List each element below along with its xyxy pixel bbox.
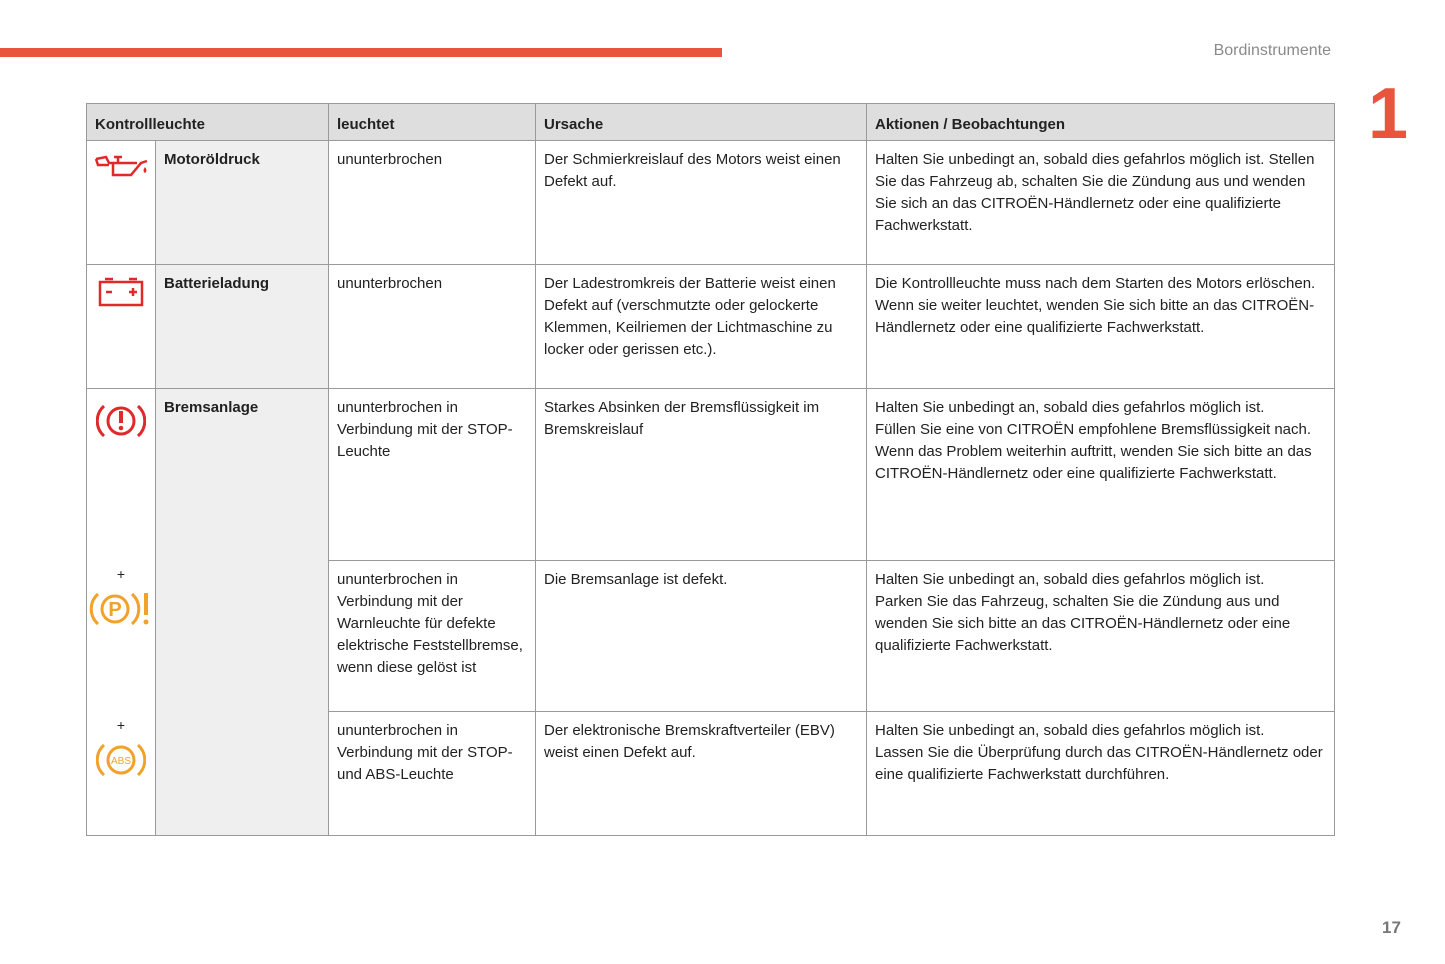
brake-warning-icon — [95, 404, 147, 438]
warning-lights-table: Kontrollleuchte leuchtet Ursache Aktione… — [86, 103, 1335, 836]
plus-sign: + — [116, 717, 126, 733]
lights-cell: ununterbrochen in Verbindung mit der STO… — [328, 388, 536, 561]
table-row: ununterbrochen in Verbindung mit der STO… — [87, 711, 1335, 836]
col-header: Aktionen / Beobachtungen — [866, 103, 1335, 141]
oil-can-icon — [94, 155, 148, 177]
accent-bar — [0, 48, 722, 57]
col-header: Kontrollleuchte — [86, 103, 329, 141]
plus-sign: + — [116, 566, 126, 582]
action-cell: Die Kontrollleuchte muss nach dem Starte… — [866, 264, 1335, 389]
warning-name: Motoröldruck — [155, 140, 329, 265]
cause-cell: Der Schmierkreislauf des Motors weist ei… — [535, 140, 867, 265]
abs-icon: ABS — [95, 743, 147, 777]
svg-text:P: P — [108, 599, 121, 621]
svg-text:ABS: ABS — [111, 756, 131, 767]
table-header: Kontrollleuchte leuchtet Ursache Aktione… — [86, 103, 1335, 141]
action-cell: Halten Sie unbedingt an, sobald dies gef… — [866, 711, 1335, 836]
cause-cell: Starkes Absinken der Bremsflüssigkeit im… — [535, 388, 867, 561]
section-title: Bordinstrumente — [1213, 42, 1331, 59]
action-cell: Halten Sie unbedingt an, sobald dies gef… — [866, 140, 1335, 265]
col-header: Ursache — [535, 103, 867, 141]
table-row: Batterieladung ununterbrochen Der Ladest… — [86, 264, 1335, 389]
lights-cell: ununterbrochen in Verbindung mit der STO… — [328, 711, 536, 836]
warning-name: Batterieladung — [155, 264, 329, 389]
action-cell: Halten Sie unbedingt an, sobald dies gef… — [866, 560, 1335, 712]
col-header: leuchtet — [328, 103, 536, 141]
action-cell: Halten Sie unbedingt an, sobald dies gef… — [866, 388, 1335, 561]
table-row: Motoröldruck ununterbrochen Der Schmierk… — [86, 140, 1335, 265]
chapter-number: 1 — [1368, 74, 1409, 154]
cause-cell: Die Bremsanlage ist defekt. — [535, 560, 867, 712]
table-row: + P + ABS Bremsanlage ununterbrochen in … — [86, 388, 1335, 836]
page-number: 17 — [1382, 918, 1401, 937]
battery-icon — [98, 277, 144, 307]
lights-cell: ununterbrochen — [328, 264, 536, 389]
cause-cell: Der elektronische Bremskraftverteiler (E… — [535, 711, 867, 836]
lights-cell: ununterbrochen — [328, 140, 536, 265]
warning-name: Bremsanlage — [155, 388, 329, 836]
cause-cell: Der Ladestromkreis der Batterie weist ei… — [535, 264, 867, 389]
table-row: ununterbrochen in Verbindung mit der War… — [87, 560, 1335, 712]
lights-cell: ununterbrochen in Verbindung mit der War… — [328, 560, 536, 712]
parking-brake-fault-icon: P — [89, 592, 149, 626]
